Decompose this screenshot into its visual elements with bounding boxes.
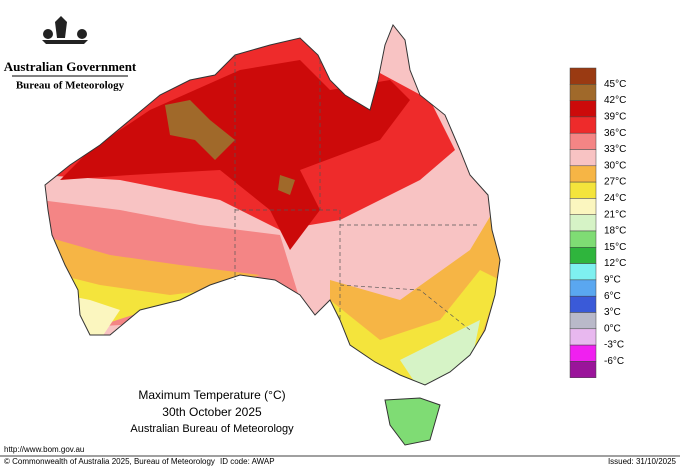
legend-label: 45°C bbox=[604, 79, 626, 90]
legend-label: -6°C bbox=[604, 356, 624, 367]
map-date: 30th October 2025 bbox=[162, 405, 262, 419]
legend-label: 39°C bbox=[604, 112, 626, 123]
legend-label: -3°C bbox=[604, 340, 624, 351]
legend-swatch bbox=[569, 295, 597, 313]
legend-label: 6°C bbox=[604, 291, 621, 302]
legend-swatch bbox=[569, 279, 597, 297]
legend-label: 9°C bbox=[604, 275, 621, 286]
legend-label: 27°C bbox=[604, 177, 626, 188]
legend-label: 33°C bbox=[604, 144, 626, 155]
legend-label: 42°C bbox=[604, 95, 626, 106]
legend-swatch bbox=[569, 165, 597, 183]
footer-url: http://www.bom.gov.au bbox=[4, 445, 84, 454]
legend: 45°C 42°C 39°C 36°C 33°C 30°C 27°C 24°C 21°C 18°C… bbox=[569, 67, 626, 378]
legend-swatch bbox=[569, 328, 597, 346]
legend-swatch bbox=[569, 230, 597, 248]
tasmania bbox=[384, 397, 441, 446]
legend-swatch bbox=[569, 181, 597, 199]
legend-swatch bbox=[569, 67, 597, 85]
legend-swatch bbox=[569, 247, 597, 264]
legend-label: 30°C bbox=[604, 160, 626, 171]
legend-swatch bbox=[569, 312, 597, 330]
legend-label: 18°C bbox=[604, 226, 626, 237]
footer-id: ID code: AWAP bbox=[220, 457, 275, 466]
legend-swatch bbox=[569, 149, 597, 167]
legend-label: 21°C bbox=[604, 209, 626, 220]
legend-label: 24°C bbox=[604, 193, 626, 204]
map-title: Maximum Temperature (°C) bbox=[138, 388, 285, 402]
legend-swatch bbox=[569, 100, 597, 118]
legend-swatch bbox=[569, 116, 597, 134]
legend-swatch bbox=[569, 361, 597, 378]
legend-swatch bbox=[569, 214, 597, 232]
legend-label: 0°C bbox=[604, 323, 621, 334]
legend-label: 15°C bbox=[604, 242, 626, 253]
legend-swatch bbox=[569, 132, 597, 150]
legend-label: 12°C bbox=[604, 258, 626, 269]
legend-swatch bbox=[569, 263, 597, 281]
legend-swatch bbox=[569, 198, 597, 215]
crest bbox=[42, 16, 88, 44]
map-source: Australian Bureau of Meteorology bbox=[130, 423, 294, 435]
legend-swatch bbox=[569, 344, 597, 362]
footer-copyright: © Commonwealth of Australia 2025, Bureau… bbox=[4, 457, 215, 466]
agency: Australian Government bbox=[4, 59, 137, 74]
footer-issued: Issued: 31/10/2025 bbox=[608, 457, 677, 466]
legend-label: 3°C bbox=[604, 307, 621, 318]
bureau: Bureau of Meteorology bbox=[16, 80, 125, 92]
legend-swatch bbox=[569, 84, 597, 101]
coastline bbox=[44, 24, 501, 386]
state-borders bbox=[234, 55, 480, 331]
legend-label: 36°C bbox=[604, 128, 626, 139]
